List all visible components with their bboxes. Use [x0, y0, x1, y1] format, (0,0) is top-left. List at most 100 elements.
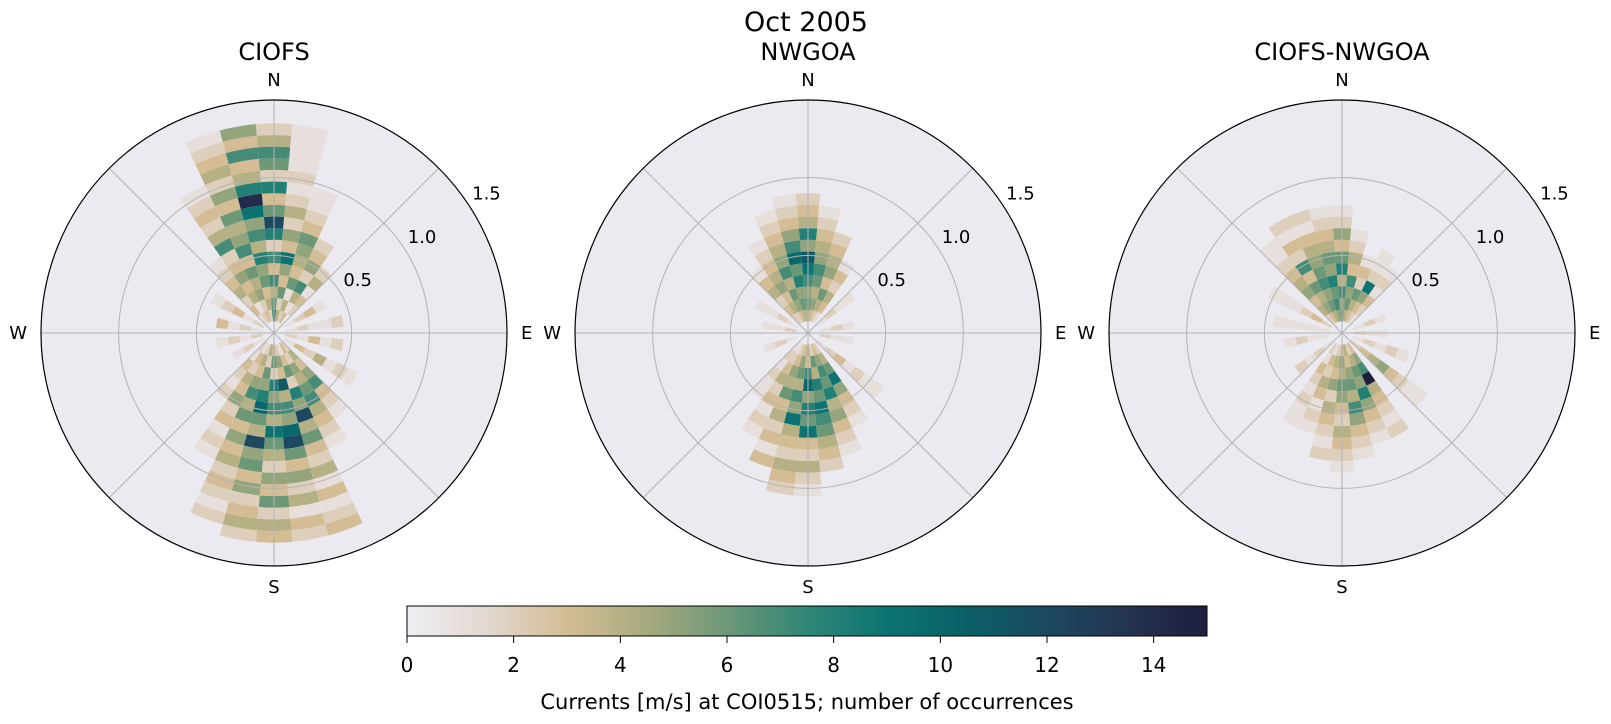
histogram-cell: [754, 248, 774, 267]
histogram-cell: [1297, 417, 1318, 435]
histogram-cell: [849, 366, 866, 383]
histogram-cell: [253, 301, 265, 314]
histogram-cell: [1278, 292, 1295, 309]
histogram-cell: [307, 374, 324, 391]
polar-panel-ciofs-nwgoa: 0.5 1.0 1.5 N E S W CIOFS-NWGOA: [1077, 38, 1600, 598]
histogram-cell: [193, 206, 220, 229]
histogram-cell: [813, 263, 827, 277]
histogram-cell: [180, 185, 210, 209]
histogram-cell: [222, 513, 258, 531]
histogram-cell: [1326, 274, 1338, 288]
histogram-cell: [823, 385, 838, 401]
histogram-cell: [209, 186, 238, 207]
histogram-cell: [295, 242, 314, 260]
histogram-cell: [774, 339, 787, 348]
histogram-cell: [293, 342, 306, 354]
histogram-cell: [1295, 320, 1309, 330]
histogram-cell: [259, 299, 268, 312]
histogram-cell: [283, 301, 295, 314]
histogram-cell: [1317, 276, 1330, 291]
histogram-cell: [294, 357, 307, 372]
histogram-cell: [780, 228, 800, 243]
histogram-cell: [319, 337, 333, 349]
histogram-cell: [193, 437, 220, 460]
histogram-cell: [1276, 256, 1296, 276]
histogram-cell: [1314, 423, 1334, 438]
histogram-cell: [1268, 216, 1293, 238]
histogram-cell: [229, 417, 250, 435]
histogram-cell: [811, 366, 821, 380]
histogram-cell: [283, 364, 294, 379]
radial-tick-label: 1.0: [942, 227, 971, 248]
histogram-cell: [288, 361, 301, 376]
radial-tick-label: 1.5: [1006, 183, 1035, 204]
histogram-cell: [291, 124, 329, 142]
histogram-cell: [817, 434, 839, 450]
histogram-cell: [777, 216, 799, 232]
histogram-cell: [1322, 339, 1334, 350]
histogram-cell: [282, 423, 302, 438]
histogram-cell: [1366, 353, 1381, 366]
histogram-cell: [252, 251, 268, 266]
histogram-cell: [257, 341, 268, 353]
histogram-cell: [766, 285, 782, 301]
histogram-cell: [295, 406, 314, 424]
histogram-cell: [1394, 348, 1410, 363]
histogram-cells: [180, 123, 363, 543]
panel-title: NWGOA: [760, 38, 856, 66]
histogram-cell: [308, 248, 328, 267]
histogram-cell: [824, 346, 837, 358]
histogram-cell: [818, 445, 842, 461]
histogram-cell: [260, 311, 270, 324]
histogram-cell: [838, 438, 863, 457]
histogram-cell: [1332, 310, 1339, 323]
histogram-cell: [1320, 319, 1333, 329]
histogram-cell: [771, 456, 797, 473]
histogram-cell: [289, 501, 323, 519]
histogram-cell: [1348, 400, 1364, 415]
histogram-cell: [307, 275, 324, 292]
histogram-cell: [310, 186, 339, 207]
histogram-cell: [777, 434, 799, 450]
histogram-cell: [795, 366, 805, 380]
histogram-cell: [285, 334, 298, 340]
histogram-cell: [768, 242, 787, 260]
histogram-cell: [1326, 378, 1338, 392]
histogram-cell: [783, 304, 795, 317]
histogram-cell: [1344, 355, 1352, 368]
histogram-cell: [1347, 389, 1361, 403]
histogram-cell: [786, 319, 799, 329]
histogram-cell: [1323, 263, 1337, 277]
histogram-cell: [240, 445, 264, 461]
histogram-cell: [771, 193, 797, 210]
histogram-cell: [1325, 313, 1336, 325]
histogram-cell: [264, 343, 271, 356]
histogram-cell: [1327, 354, 1336, 367]
histogram-cell: [281, 411, 299, 426]
histogram-cell: [227, 336, 241, 346]
histogram-cell: [246, 228, 266, 243]
histogram-cell: [320, 390, 340, 410]
direction-label: E: [1055, 323, 1066, 344]
histogram-cell: [809, 344, 815, 357]
histogram-cell: [224, 275, 241, 292]
histogram-cell: [1361, 371, 1376, 386]
histogram-cell: [260, 342, 270, 355]
histogram-cell: [1357, 385, 1372, 401]
histogram-cell: [810, 355, 818, 368]
histogram-cell: [820, 276, 833, 291]
histogram-cell: [1376, 248, 1396, 267]
histogram-cell: [224, 220, 247, 238]
histogram-cell: [313, 409, 335, 429]
histogram-cell: [249, 375, 262, 390]
histogram-cell: [322, 501, 358, 525]
histogram-cell: [1328, 342, 1338, 355]
histogram-cell: [291, 524, 329, 542]
histogram-cell: [1320, 400, 1336, 415]
histogram-cell: [765, 479, 795, 496]
histogram-cell: [798, 310, 805, 323]
histogram-cell: [1297, 231, 1318, 249]
histogram-cell: [1335, 344, 1341, 357]
histogram-cell: [1362, 294, 1375, 309]
